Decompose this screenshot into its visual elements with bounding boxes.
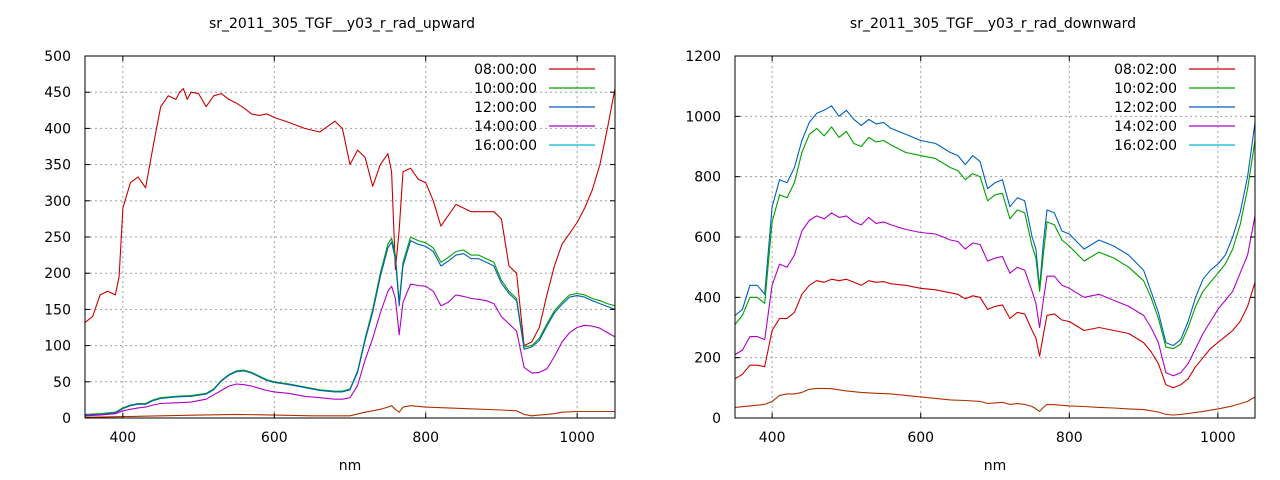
- chart-2-legend-label-3: 14:02:00: [1114, 119, 1177, 135]
- chart-2-series-green: [734, 126, 1256, 350]
- chart-1-ytick-label-7: 350: [44, 158, 71, 174]
- chart-1-xtick-label-1: 600: [261, 430, 288, 446]
- chart-1-series-blue: [84, 240, 616, 416]
- chart-1-xlabel: nm: [339, 458, 362, 474]
- chart-2-ytick-label-5: 1000: [685, 109, 721, 125]
- chart-1-ytick-label-10: 500: [44, 49, 71, 65]
- chart-1-series-purple: [84, 283, 616, 417]
- chart-1-ytick-label-1: 50: [53, 375, 71, 391]
- chart-1-ytick-label-5: 250: [44, 230, 71, 246]
- chart-2-xtick-label-1: 600: [907, 430, 934, 446]
- chart-2: sr_2011_305_TGF__y03_r_rad_downward 400 60…: [685, 16, 1256, 474]
- chart-1-xtick-label-0: 400: [109, 430, 136, 446]
- chart-1-ytick-label-4: 200: [44, 266, 71, 282]
- chart-2-xtick-label-3: 1000: [1200, 430, 1236, 446]
- chart-1-title: sr_2011_305_TGF__y03_r_rad_upward: [209, 16, 475, 32]
- chart-2-ytick-label-3: 600: [694, 230, 721, 246]
- chart-2-xlabel: nm: [984, 458, 1007, 474]
- chart-1-legend-label-1: 10:00:00: [474, 81, 537, 97]
- chart-2-legend-label-0: 08:02:00: [1114, 62, 1177, 78]
- chart-2-xtick-label-0: 400: [759, 430, 786, 446]
- chart-2-xtick-label-2: 800: [1056, 430, 1083, 446]
- chart-1-legend-label-0: 08:00:00: [474, 62, 537, 78]
- chart-1-ytick-label-3: 150: [44, 302, 71, 318]
- chart-1-series-red: [84, 88, 616, 347]
- chart-1-series-brown: [84, 405, 615, 418]
- chart-1-ytick-label-0: 0: [62, 411, 71, 427]
- chart-2-ytick-label-0: 0: [712, 411, 721, 427]
- chart-1-legend: 08:00:00 10:00:00 12:00:00 14:00:00 16:00:00: [474, 62, 595, 154]
- chart-2-title: sr_2011_305_TGF__y03_r_rad_downward: [850, 16, 1136, 32]
- chart-1-xtick-label-2: 800: [412, 430, 439, 446]
- chart-1-ytick-label-9: 450: [44, 85, 71, 101]
- chart-1-ytick-label-8: 400: [44, 121, 71, 137]
- chart-1-xtick-label-3: 1000: [559, 430, 595, 446]
- chart-2-series-brown: [734, 387, 1256, 416]
- chart-1-legend-label-3: 14:00:00: [474, 119, 537, 135]
- chart-2-legend-label-1: 10:02:00: [1114, 81, 1177, 97]
- chart-2-series-red: [734, 278, 1256, 389]
- chart-2-ytick-label-4: 800: [694, 170, 721, 186]
- chart-1-legend-label-2: 12:00:00: [474, 100, 537, 116]
- chart-2-legend-label-2: 12:02:00: [1114, 100, 1177, 116]
- chart-2-series-purple: [734, 212, 1256, 377]
- chart-2-ytick-label-6: 1200: [685, 49, 721, 65]
- chart-2-legend: 08:02:00 10:02:00 12:02:00 14:02:00 16:02:00: [1114, 62, 1235, 154]
- chart-1-ytick-label-6: 300: [44, 194, 71, 210]
- chart-1: sr_2011_305_TGF__y03_r_rad_upward 400 600 8…: [44, 16, 616, 474]
- chart-2-legend-label-4: 16:02:00: [1114, 138, 1177, 154]
- chart-1-series-green: [84, 236, 616, 415]
- chart-1-ytick-label-2: 100: [44, 339, 71, 355]
- chart-2-series-blue: [734, 105, 1256, 347]
- chart-2-ytick-label-1: 200: [694, 351, 721, 367]
- chart-2-ytick-label-2: 400: [694, 290, 721, 306]
- chart-1-legend-label-4: 16:00:00: [474, 138, 537, 154]
